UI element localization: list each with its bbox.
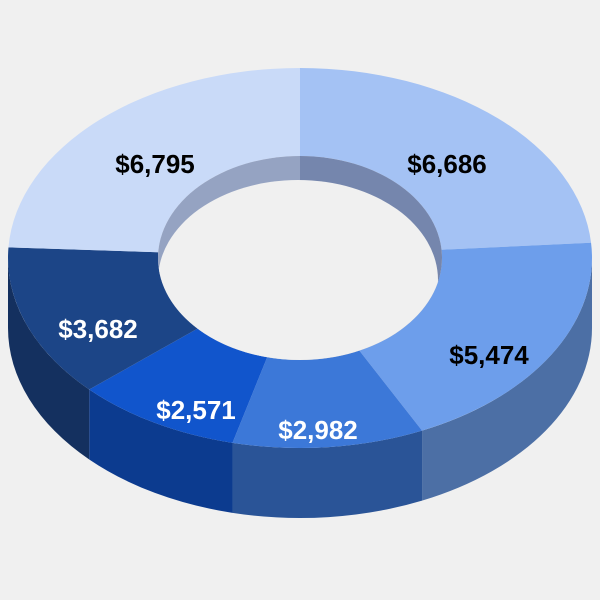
slice-wall-2 [232, 430, 423, 518]
slice-3 [89, 328, 268, 443]
slice-label-3: $2,571 [156, 395, 236, 425]
slice-labels: $6,686 $5,474 $2,982 $2,571 $3,682 $6,795 [58, 149, 529, 445]
slice-label-4: $3,682 [58, 314, 138, 344]
slice-wall-3 [89, 389, 233, 513]
slice-1 [359, 242, 592, 431]
slice-label-1: $5,474 [449, 340, 529, 370]
slice-5 [8, 68, 300, 253]
slice-4 [7, 247, 198, 390]
slice-faces [7, 68, 592, 449]
slice-label-0: $6,686 [407, 149, 487, 179]
slice-0 [300, 68, 592, 250]
slice-2 [232, 350, 423, 449]
slice-wall-4 [8, 258, 90, 460]
slice-label-2: $2,982 [278, 415, 358, 445]
hole-opening [158, 180, 438, 360]
slice-label-5: $6,795 [115, 149, 195, 179]
slice-wall-1 [422, 258, 592, 501]
outer-side-walls [8, 258, 592, 518]
